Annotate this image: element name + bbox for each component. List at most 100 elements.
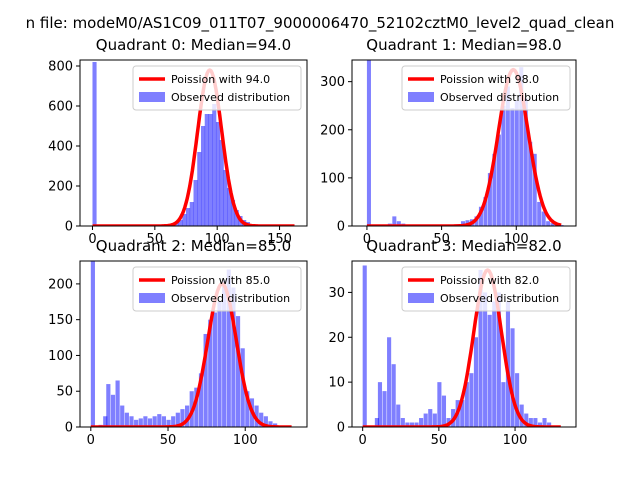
histogram-bar	[222, 280, 227, 427]
histogram-bar	[400, 418, 405, 427]
histogram-bar	[441, 395, 447, 427]
poisson-curve	[90, 282, 292, 427]
histogram-bar	[537, 201, 542, 226]
poisson-curve	[91, 68, 296, 226]
histogram-bar	[542, 418, 547, 427]
histogram-bar	[235, 316, 241, 427]
histogram-bar	[419, 418, 424, 427]
histogram-bar	[152, 416, 157, 427]
y-tick-label: 200	[48, 180, 73, 195]
histogram-bar	[478, 206, 483, 226]
subplot-grid: 0 50 100 150 0 200 400 600 800 Quadrant 0: Median…	[48, 36, 577, 448]
histogram-bar	[161, 416, 167, 427]
legend: Poission with 98.0 Observed distribution	[401, 65, 571, 111]
x-tick-label: 100	[205, 232, 230, 247]
y-tick-label: 150	[48, 313, 73, 328]
histogram-bar	[103, 416, 108, 427]
plot-area	[91, 62, 296, 226]
histogram-bar	[523, 98, 528, 226]
histogram-bar	[268, 421, 273, 427]
figure-suptitle: n file: modeM0/AS1C09_011T07_9000006470_…	[26, 14, 615, 33]
y-tick-label: 400	[48, 140, 73, 155]
histogram-bar	[138, 418, 143, 427]
x-tick-label: 0	[87, 433, 95, 448]
axes-frame	[79, 59, 308, 227]
legend-patch-swatch	[139, 293, 165, 303]
y-tick-label: 800	[48, 60, 73, 75]
x-tick-label: 100	[503, 433, 528, 448]
histogram-bar	[387, 337, 392, 427]
histogram-bar	[546, 221, 551, 226]
histogram-bar	[396, 404, 401, 427]
histogram-bar	[200, 126, 206, 226]
x-tick-label: 0	[359, 433, 367, 448]
histogram-bar	[496, 134, 501, 226]
histogram-bar	[230, 200, 236, 226]
y-tick-label: 200	[48, 277, 73, 292]
histogram-bar	[231, 287, 236, 427]
histogram-bar	[464, 382, 469, 427]
histogram-bar	[203, 333, 208, 427]
subplot-title: Quadrant 1: Median=98.0	[366, 36, 561, 54]
histogram-bar	[106, 384, 111, 427]
y-tick-label: 50	[56, 385, 73, 400]
histogram-bar	[550, 223, 555, 226]
histogram-bar	[414, 422, 419, 427]
legend-patch-swatch	[408, 92, 434, 102]
histogram-bar	[541, 211, 546, 226]
histogram-bar	[374, 418, 379, 427]
axes-frame	[351, 260, 577, 428]
legend-entry-observed: Observed distribution	[171, 292, 290, 305]
plot-area	[90, 261, 292, 427]
histogram-bar	[510, 108, 515, 226]
x-tick-label: 50	[431, 433, 448, 448]
legend-entry-observed: Observed distribution	[171, 91, 290, 104]
histogram-bar	[487, 173, 492, 226]
histogram-bar	[120, 405, 125, 427]
histogram-bar	[473, 337, 479, 427]
histogram-bar	[501, 382, 506, 427]
y-tick-label: 0	[65, 421, 73, 436]
histogram-bar	[519, 404, 524, 427]
histogram-bar	[377, 382, 383, 427]
histogram-bar	[208, 114, 213, 226]
y-tick-label: 100	[48, 349, 73, 364]
legend-entry-poisson: Poission with 85.0	[171, 274, 270, 287]
histogram-bar	[409, 422, 415, 427]
y-tick-label: 600	[48, 100, 73, 115]
histogram-bar	[492, 301, 497, 427]
histogram-bar	[245, 391, 250, 427]
histogram-bar	[423, 413, 428, 427]
poisson-curve	[366, 67, 562, 226]
x-tick-label: 50	[160, 433, 177, 448]
histogram-bar	[366, 60, 371, 226]
y-tick-label: 0	[65, 220, 73, 235]
histogram-bar	[124, 412, 129, 427]
legend-patch-swatch	[139, 92, 165, 102]
histogram-bar	[492, 153, 497, 226]
histogram-bar	[460, 400, 465, 427]
histogram-bar	[194, 387, 199, 427]
histogram-bar	[405, 422, 410, 427]
axes-frame	[351, 59, 577, 227]
subplot-quadrant-3: 0 50 100 0 10 20 30 Quadrant 3: Median=82.0 Pois…	[328, 237, 577, 448]
histogram-bar	[254, 405, 259, 427]
histogram-bar	[478, 269, 483, 427]
legend-entry-poisson: Poission with 82.0	[440, 274, 539, 287]
legend-entry-poisson: Poission with 94.0	[171, 73, 270, 86]
histogram-bar	[528, 418, 533, 427]
histogram-bar	[396, 221, 401, 226]
histogram-bar	[193, 180, 198, 226]
histogram-bar	[515, 373, 520, 427]
histogram-bar	[180, 409, 185, 427]
subplot-title: Quadrant 3: Median=82.0	[366, 237, 561, 255]
legend-box	[132, 266, 302, 312]
y-tick-label: 100	[320, 171, 345, 186]
subplot-title: Quadrant 2: Median=85.0	[96, 237, 291, 255]
subplot-title: Quadrant 0: Median=94.0	[96, 36, 291, 54]
legend-entry-observed: Observed distribution	[440, 91, 559, 104]
histogram-bar	[487, 314, 492, 427]
legend-box	[401, 65, 571, 111]
histogram-bar	[198, 373, 204, 427]
histogram-bar	[437, 382, 442, 427]
